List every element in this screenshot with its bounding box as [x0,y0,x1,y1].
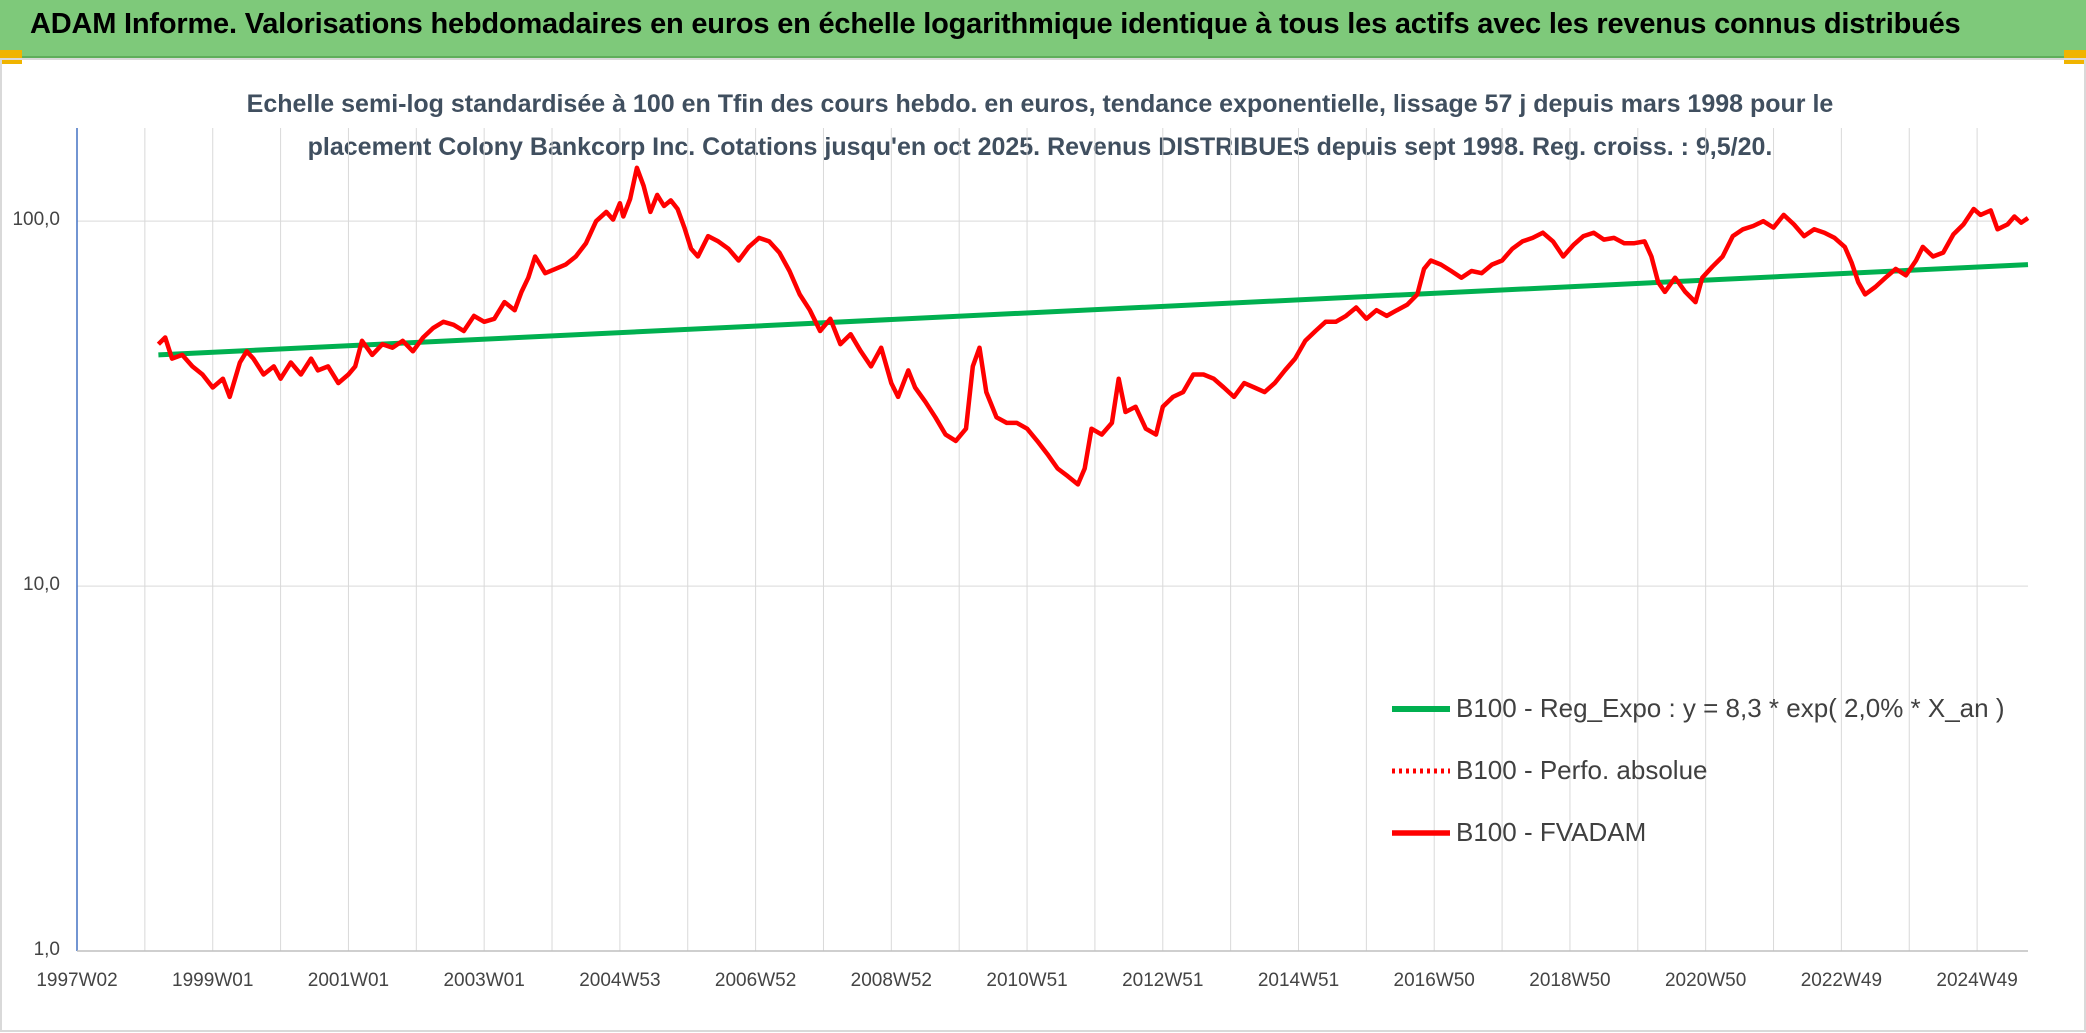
x-tick-label: 2020W50 [1664,970,1747,991]
x-tick-label: 2016W50 [1393,970,1475,991]
legend [1392,706,1450,836]
y-tick-label: 100,0 [12,209,60,231]
x-tick-label: 2024W49 [1936,970,2018,991]
legend-label-2: B100 - FVADAM [1456,817,1647,847]
page-title: ADAM Informe. Valorisations hebdomadaire… [30,8,1961,40]
corner-accent-left [0,50,22,64]
x-tick-label: 2010W51 [986,970,1068,991]
legend-label-1: B100 - Perfo. absolue [1456,755,1708,785]
gridlines [76,128,2028,951]
x-tick-label: 2001W01 [307,970,390,991]
x-tick-label: 2014W51 [1257,970,1340,991]
x-tick-label: 2012W51 [1122,970,1204,991]
x-tick-label: 2006W52 [714,970,797,991]
header-banner: ADAM Informe. Valorisations hebdomadaire… [0,0,2086,58]
x-tick-label: 2008W52 [850,970,932,991]
corner-accent-right [2064,50,2086,64]
chart-frame [0,58,2086,1032]
legend-label-0: B100 - Reg_Expo : y = 8,3 * exp( 2,0% * … [1456,693,2005,723]
y-tick-label: 10,0 [23,574,60,596]
x-tick-label: 1997W02 [36,970,118,991]
x-tick-label: 1999W01 [172,970,254,991]
series-line-0 [158,262,2029,358]
y-tick-label: 1,0 [33,939,60,960]
x-tick-label: 2022W49 [1800,970,1883,991]
chart-title-line1: Echelle semi-log standardisée à 100 en T… [246,90,1834,118]
series-line-2 [156,165,2030,487]
series-lines [156,165,2030,487]
x-tick-label: 2004W53 [579,970,661,991]
x-tick-label: 2018W50 [1529,970,1611,991]
x-tick-label: 2003W01 [443,970,525,991]
